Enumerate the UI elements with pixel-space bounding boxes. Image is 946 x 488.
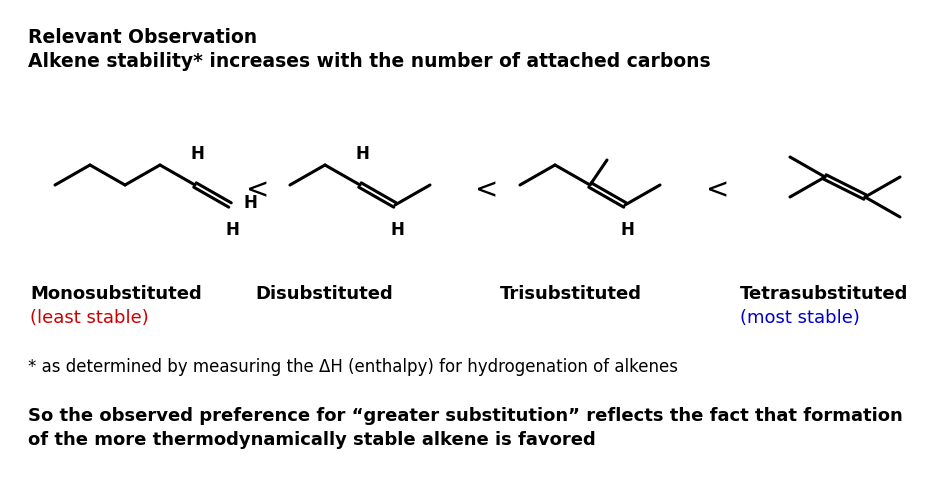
Text: H: H [390, 221, 404, 239]
Text: So the observed preference for “greater substitution” reflects the fact that for: So the observed preference for “greater … [28, 407, 902, 425]
Text: (most stable): (most stable) [740, 309, 860, 327]
Text: (least stable): (least stable) [30, 309, 149, 327]
Text: <: < [246, 176, 270, 204]
Text: <: < [475, 176, 499, 204]
Text: H: H [225, 221, 239, 239]
Text: of the more thermodynamically stable alkene is favored: of the more thermodynamically stable alk… [28, 431, 596, 449]
Text: H: H [190, 145, 204, 163]
Text: H: H [355, 145, 369, 163]
Text: H: H [243, 194, 257, 212]
Text: Disubstituted: Disubstituted [255, 285, 393, 303]
Text: <: < [707, 176, 729, 204]
Text: H: H [620, 221, 634, 239]
Text: Alkene stability* increases with the number of attached carbons: Alkene stability* increases with the num… [28, 52, 710, 71]
Text: Monosubstituted: Monosubstituted [30, 285, 201, 303]
Text: * as determined by measuring the ΔH (enthalpy) for hydrogenation of alkenes: * as determined by measuring the ΔH (ent… [28, 358, 678, 376]
Text: Trisubstituted: Trisubstituted [500, 285, 642, 303]
Text: Tetrasubstituted: Tetrasubstituted [740, 285, 908, 303]
Text: Relevant Observation: Relevant Observation [28, 28, 257, 47]
